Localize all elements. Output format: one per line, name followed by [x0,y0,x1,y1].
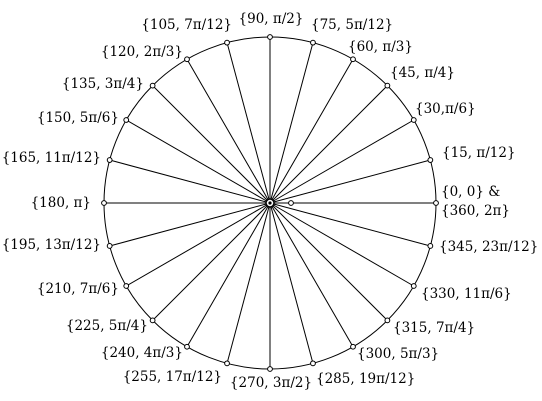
point-240 [184,343,190,350]
label-120: {120, 2π/3} [101,44,183,60]
label-75: {75, 5π/12} [311,17,393,33]
radius-line-105 [226,42,271,204]
point-105 [224,39,230,46]
point-210 [123,283,130,289]
radius-line-225 [152,202,271,321]
point-300 [350,343,356,350]
point-135 [149,82,156,89]
point-255 [224,360,230,367]
radius-line-210 [125,202,271,287]
label-285: {285, 19π/12} [316,371,415,387]
radius-line-15 [269,159,431,204]
label-105: {105, 7π/12} [141,17,232,33]
point-90 [267,34,273,40]
label-135: {135, 3π/4} [62,76,144,92]
radius-lines [104,37,436,369]
radius-line-330 [269,202,415,287]
center-dot [268,201,272,205]
point-345 [427,243,434,249]
radius-line-30 [269,119,415,204]
label-0-line-2: {360, 2π} [441,203,510,219]
radius-line-120 [186,58,271,204]
radius-line-60 [269,58,354,204]
radius-line-240 [186,202,271,348]
point-150 [123,117,130,123]
label-45: {45, π/4} [390,65,455,81]
point-225 [149,317,156,324]
label-270: {270, 3π/2} [230,375,312,391]
radius-line-315 [269,202,388,321]
radius-line-165 [109,159,271,204]
point-30 [410,117,417,123]
radius-line-345 [269,202,431,247]
radius-line-195 [109,202,271,247]
radius-line-75 [269,42,314,204]
label-255: {255, 17π/12} [123,369,222,385]
point-270 [267,366,273,372]
label-15: {15, π/12} [442,145,516,161]
label-90: {90, π/2} [239,11,304,27]
point-315 [384,317,391,324]
point-165 [106,157,113,163]
angle-reference-point [288,200,294,206]
radius-line-135 [152,85,271,204]
center-marks [265,198,294,208]
point-0 [433,200,439,206]
label-345: {345, 23π/12} [439,239,538,255]
radius-line-300 [269,202,354,348]
point-285 [310,360,316,367]
radius-line-45 [269,85,388,204]
label-0-line-1: {0, 0} & [441,184,500,200]
label-225: {225, 5π/4} [66,318,148,334]
label-180: {180, π} [31,195,91,211]
point-75 [310,39,316,46]
radius-line-150 [125,119,271,204]
point-120 [184,56,190,63]
point-60 [350,56,356,63]
label-150: {150, 5π/6} [37,110,119,126]
label-30: {30,π/6} [415,101,476,117]
label-210: {210, 7π/6} [37,281,119,297]
label-60: {60, π/3} [348,39,413,55]
point-195 [106,243,113,249]
point-45 [384,82,391,89]
label-300: {300, 5π/3} [357,346,439,362]
label-330: {330, 11π/6} [421,286,512,302]
label-195: {195, 13π/12} [2,237,101,253]
radius-line-285 [269,202,314,364]
radius-line-255 [226,202,271,364]
point-labels: {0, 0} & {360, 2π} {15, π/12} {30,π/6} {45, … [2,11,539,391]
point-330 [410,283,417,289]
label-315: {315, 7π/4} [393,320,475,336]
point-180 [101,200,107,206]
point-15 [427,157,434,163]
circle-points [101,34,439,372]
label-165: {165, 11π/12} [2,150,101,166]
label-240: {240, 4π/3} [101,345,183,361]
